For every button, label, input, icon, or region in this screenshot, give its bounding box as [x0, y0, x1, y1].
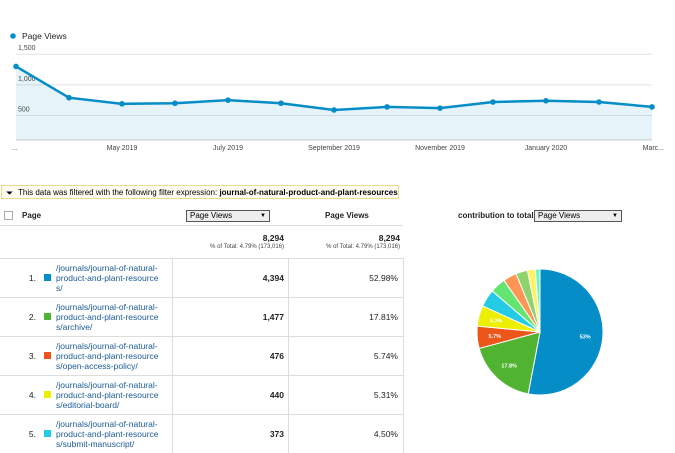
- total-note: % of Total: 4.79% (173,016): [326, 244, 400, 250]
- total-value: 8,294: [378, 233, 400, 243]
- page-link[interactable]: /journals/journal-of-natural-product-and…: [56, 419, 159, 449]
- filter-icon: ⏷: [6, 188, 14, 198]
- row-color: [44, 274, 51, 281]
- table-border: [0, 225, 403, 226]
- point: [172, 100, 178, 107]
- area: [16, 66, 652, 140]
- checkbox[interactable]: [4, 211, 13, 220]
- x-tick-label: July 2019: [213, 145, 243, 152]
- percent: 4.50%: [373, 429, 398, 439]
- point: [225, 97, 231, 103]
- x-tick-label: May 2019: [107, 145, 138, 152]
- filter-expression: journal-of-natural-product-and-plant-res…: [219, 188, 398, 197]
- row-color: [44, 352, 51, 359]
- header-metric: Page Views: [325, 211, 369, 220]
- total-value: 8,294: [262, 233, 284, 243]
- table-border: [403, 258, 404, 453]
- page-link[interactable]: /journals/journal-of-natural-product-and…: [56, 263, 159, 293]
- point: [66, 94, 72, 101]
- filter-label: This data was filtered with the followin…: [18, 188, 218, 197]
- x-tick-label: Marc...: [643, 145, 664, 152]
- y-tick-label: 1,000: [18, 76, 36, 83]
- point: [384, 104, 390, 110]
- table-border: [0, 414, 403, 415]
- row-index: 1.: [28, 273, 36, 283]
- page-views: 373: [269, 429, 284, 439]
- row-index: 2.: [28, 312, 36, 322]
- point: [278, 100, 284, 107]
- y-tick-label: 500: [18, 106, 30, 113]
- metric-dropdown[interactable]: Page Views: [186, 210, 270, 222]
- contribution-label: contribution to total:: [458, 211, 537, 220]
- page-link[interactable]: /journals/journal-of-natural-product-and…: [56, 380, 159, 410]
- percent: 5.74%: [373, 351, 398, 361]
- y-tick-label: 1,500: [18, 45, 36, 52]
- percent: 17.81%: [369, 312, 398, 322]
- point: [13, 63, 19, 70]
- contribution-dropdown[interactable]: Page Views: [534, 210, 622, 222]
- point: [490, 99, 496, 105]
- table-border: [172, 258, 173, 453]
- point: [119, 101, 125, 107]
- page-views: 4,394: [262, 273, 284, 283]
- page-views: 1,477: [262, 312, 284, 322]
- x-tick-label: September 2019: [308, 145, 360, 152]
- table-border: [288, 258, 289, 453]
- filter-bar: ⏷ This data was filtered with the follow…: [1, 185, 399, 199]
- plot-background: [16, 45, 652, 140]
- point: [331, 107, 337, 113]
- row-index: 4.: [28, 390, 36, 400]
- table: Page Page Views Page Views contribution …: [0, 207, 675, 453]
- page-views: 476: [269, 351, 284, 361]
- table-border: [0, 258, 403, 259]
- pie-slice: [534, 268, 541, 333]
- legend-marker: [10, 33, 16, 39]
- x-tick-label: January 2020: [525, 145, 568, 152]
- pie-slice: [527, 268, 604, 396]
- x-tick-label: November 2019: [415, 145, 465, 152]
- pie-slice: [478, 331, 541, 395]
- row-color: [44, 313, 51, 320]
- page-link[interactable]: /journals/journal-of-natural-product-and…: [56, 341, 159, 371]
- slice-label: 53%: [580, 334, 591, 340]
- point: [649, 104, 655, 110]
- percent: 52.98%: [369, 273, 398, 283]
- row-index: 3.: [28, 351, 36, 361]
- row-color: [44, 430, 51, 437]
- page-link[interactable]: /journals/journal-of-natural-product-and…: [56, 302, 159, 332]
- slice-label: 5.7%: [489, 334, 502, 340]
- table-border: [0, 375, 403, 376]
- table-border: [0, 297, 403, 298]
- legend-label: Page Views: [22, 31, 67, 41]
- percent: 5.31%: [373, 390, 398, 400]
- slice-label: 17.8%: [501, 363, 517, 369]
- point: [543, 97, 549, 104]
- total-note: % of Total: 4.79% (173,016): [210, 244, 284, 250]
- table-border: [0, 336, 403, 337]
- row-color: [44, 391, 51, 398]
- header-page: Page: [22, 211, 42, 220]
- slice-label: 5.3%: [490, 318, 503, 324]
- row-index: 5.: [28, 429, 36, 439]
- point: [437, 105, 443, 111]
- page-views: 440: [269, 390, 284, 400]
- x-tick-label: ...: [12, 145, 18, 152]
- point: [596, 99, 602, 105]
